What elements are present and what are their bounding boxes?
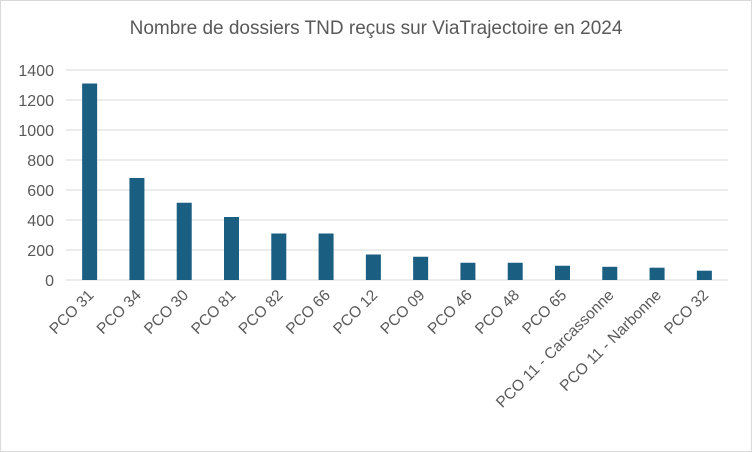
x-tick-label: PCO 30 <box>141 287 192 338</box>
y-tick-label: 600 <box>27 183 54 200</box>
bar <box>696 270 712 280</box>
bar <box>82 83 98 280</box>
bar <box>555 265 570 280</box>
bar <box>318 233 334 280</box>
y-tick-label: 800 <box>27 153 54 170</box>
x-tick-label: PCO 31 <box>46 287 97 338</box>
x-tick-label: PCO 81 <box>188 287 239 338</box>
x-tick-label: PCO 09 <box>377 287 428 338</box>
y-tick-label: 1400 <box>18 63 54 80</box>
y-tick-label: 1200 <box>18 93 54 110</box>
x-tick-label: PCO 34 <box>94 287 145 338</box>
y-tick-label: 0 <box>45 273 54 290</box>
bar <box>365 254 381 280</box>
gridlines <box>66 69 728 281</box>
bar <box>507 262 523 280</box>
y-tick-label: 200 <box>27 243 54 260</box>
bar <box>224 217 239 280</box>
y-tick-label: 1000 <box>18 123 54 140</box>
y-tick-label: 400 <box>27 213 54 230</box>
bars <box>82 83 712 280</box>
bar <box>649 267 665 280</box>
bar <box>413 256 429 280</box>
x-tick-label: PCO 46 <box>425 287 476 338</box>
x-tick-label: PCO 48 <box>472 287 523 338</box>
bar <box>602 266 618 280</box>
chart-title: Nombre de dossiers TND reçus sur ViaTraj… <box>129 18 623 39</box>
y-axis-ticks: 0 200 400 600 800 1000 1200 1400 <box>18 63 54 290</box>
bar <box>460 262 476 280</box>
x-tick-label: PCO 12 <box>330 287 381 338</box>
x-tick-label: PCO 32 <box>661 287 712 338</box>
bar <box>271 233 287 280</box>
x-tick-label: PCO 82 <box>236 287 287 338</box>
x-tick-label: PCO 66 <box>283 287 334 338</box>
bar <box>129 178 145 280</box>
bar <box>176 202 192 280</box>
